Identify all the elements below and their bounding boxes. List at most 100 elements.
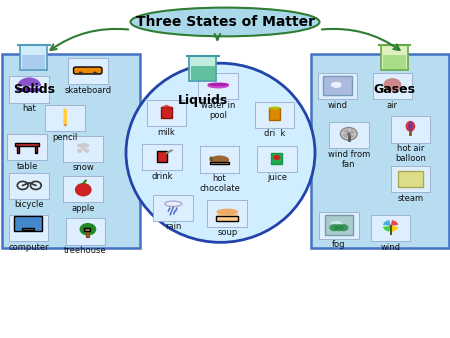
Ellipse shape xyxy=(207,82,229,86)
FancyBboxPatch shape xyxy=(63,176,103,202)
FancyBboxPatch shape xyxy=(325,215,353,235)
FancyBboxPatch shape xyxy=(66,218,105,245)
Wedge shape xyxy=(342,134,349,139)
Circle shape xyxy=(93,72,97,75)
FancyBboxPatch shape xyxy=(319,212,359,239)
FancyBboxPatch shape xyxy=(255,102,294,128)
Text: juice: juice xyxy=(267,173,287,183)
FancyBboxPatch shape xyxy=(22,228,34,231)
FancyBboxPatch shape xyxy=(189,55,216,81)
FancyBboxPatch shape xyxy=(311,54,449,248)
FancyBboxPatch shape xyxy=(153,195,193,221)
Text: air: air xyxy=(387,101,398,110)
FancyBboxPatch shape xyxy=(191,66,215,79)
Wedge shape xyxy=(342,129,349,134)
Text: computer: computer xyxy=(8,243,49,252)
Circle shape xyxy=(80,223,96,236)
Text: treehouse: treehouse xyxy=(64,246,107,255)
FancyBboxPatch shape xyxy=(397,171,423,187)
Text: fog: fog xyxy=(332,240,346,249)
Circle shape xyxy=(77,144,82,147)
FancyBboxPatch shape xyxy=(68,58,108,84)
Ellipse shape xyxy=(16,88,42,92)
Wedge shape xyxy=(349,134,355,139)
FancyBboxPatch shape xyxy=(269,108,280,120)
FancyBboxPatch shape xyxy=(200,146,239,173)
FancyBboxPatch shape xyxy=(373,73,412,99)
FancyBboxPatch shape xyxy=(318,73,357,99)
FancyBboxPatch shape xyxy=(45,105,85,131)
Circle shape xyxy=(84,144,90,147)
Ellipse shape xyxy=(331,82,342,88)
Text: Gases: Gases xyxy=(374,83,416,96)
Text: Three States of Matter: Three States of Matter xyxy=(135,15,315,29)
Text: wind: wind xyxy=(328,101,347,110)
Circle shape xyxy=(383,78,401,92)
FancyBboxPatch shape xyxy=(63,136,103,162)
Text: table: table xyxy=(16,162,38,171)
Polygon shape xyxy=(161,105,172,107)
FancyBboxPatch shape xyxy=(198,73,238,99)
FancyBboxPatch shape xyxy=(73,67,102,74)
FancyBboxPatch shape xyxy=(9,173,49,199)
FancyBboxPatch shape xyxy=(383,55,406,69)
Circle shape xyxy=(347,132,351,135)
FancyBboxPatch shape xyxy=(15,143,39,146)
Ellipse shape xyxy=(126,63,315,242)
Circle shape xyxy=(340,127,357,140)
FancyBboxPatch shape xyxy=(147,100,186,126)
Text: hat: hat xyxy=(22,104,36,113)
Ellipse shape xyxy=(209,156,213,162)
FancyBboxPatch shape xyxy=(17,146,19,153)
Circle shape xyxy=(81,146,86,150)
Wedge shape xyxy=(383,220,391,226)
Circle shape xyxy=(78,72,83,75)
FancyBboxPatch shape xyxy=(22,55,45,69)
Text: pencil: pencil xyxy=(53,133,78,142)
Text: steam: steam xyxy=(397,194,423,203)
FancyBboxPatch shape xyxy=(371,215,410,241)
Text: milk: milk xyxy=(158,128,176,137)
FancyBboxPatch shape xyxy=(391,166,430,192)
Ellipse shape xyxy=(165,201,182,207)
FancyBboxPatch shape xyxy=(271,153,282,164)
FancyBboxPatch shape xyxy=(329,122,369,148)
Text: apple: apple xyxy=(72,204,95,213)
FancyBboxPatch shape xyxy=(84,228,90,231)
Wedge shape xyxy=(391,226,398,232)
FancyBboxPatch shape xyxy=(216,216,238,221)
Circle shape xyxy=(81,143,86,147)
Ellipse shape xyxy=(408,121,413,132)
FancyBboxPatch shape xyxy=(324,76,351,95)
FancyBboxPatch shape xyxy=(20,45,47,70)
Circle shape xyxy=(329,224,339,231)
Wedge shape xyxy=(391,220,398,226)
Text: wind from
fan: wind from fan xyxy=(328,150,370,169)
Ellipse shape xyxy=(216,211,238,218)
Text: skateboard: skateboard xyxy=(64,86,111,95)
FancyBboxPatch shape xyxy=(7,134,47,160)
Ellipse shape xyxy=(216,209,238,215)
FancyBboxPatch shape xyxy=(14,216,42,231)
Text: snow: snow xyxy=(72,163,94,172)
Text: dri  k: dri k xyxy=(264,129,285,139)
Text: drink: drink xyxy=(151,172,173,181)
Circle shape xyxy=(334,224,344,231)
Text: Liquids: Liquids xyxy=(178,94,228,106)
Text: soup: soup xyxy=(217,228,238,237)
FancyBboxPatch shape xyxy=(142,144,182,170)
Text: rain: rain xyxy=(165,222,181,232)
Text: water in
pool: water in pool xyxy=(201,101,235,120)
Wedge shape xyxy=(383,226,391,232)
Text: wind: wind xyxy=(381,243,400,252)
FancyBboxPatch shape xyxy=(161,107,172,118)
Ellipse shape xyxy=(75,183,92,196)
Circle shape xyxy=(77,149,82,153)
FancyBboxPatch shape xyxy=(257,146,297,172)
Ellipse shape xyxy=(130,7,320,36)
FancyBboxPatch shape xyxy=(210,162,229,164)
Text: Solids: Solids xyxy=(13,83,55,96)
FancyBboxPatch shape xyxy=(9,215,48,241)
FancyBboxPatch shape xyxy=(2,54,140,248)
Ellipse shape xyxy=(330,221,342,226)
